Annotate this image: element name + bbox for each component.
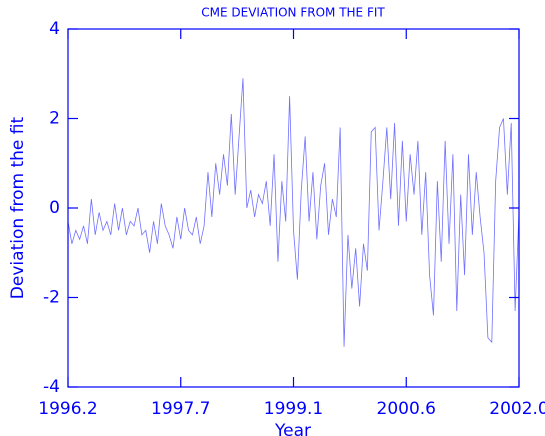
y-tick-label: 0 [49, 198, 60, 218]
x-tick-label: 2000.6 [377, 399, 436, 419]
x-tick-label: 2002.0 [489, 399, 545, 419]
y-axis-label: Deviation from the fit [8, 116, 28, 299]
y-tick-label: -4 [43, 377, 60, 397]
x-axis-label: Year [274, 421, 311, 436]
plot-frame [67, 28, 520, 388]
y-tick-label: 4 [49, 19, 60, 39]
x-tick-label: 1996.2 [38, 399, 97, 419]
y-tick-label: 2 [49, 109, 60, 129]
x-tick-label: 1999.1 [264, 399, 323, 419]
y-tick-label: -2 [43, 288, 60, 308]
data-line [67, 78, 520, 347]
chart-title: CME DEVIATION FROM THE FIT [201, 6, 385, 20]
x-tick-label: 1997.7 [151, 399, 210, 419]
